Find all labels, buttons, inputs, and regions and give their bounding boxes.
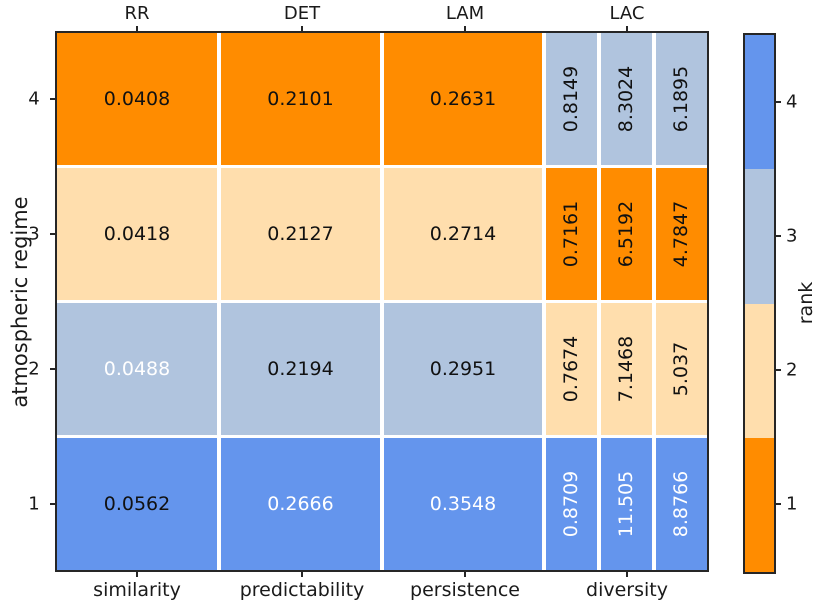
heatmap-cell-lac1-regime-4: 0.8149 — [546, 33, 597, 165]
heatmap-cell-lac2-regime-2: 7.1468 — [601, 303, 652, 435]
cell-value: 0.7674 — [560, 335, 583, 403]
cell-value: 0.0488 — [103, 358, 171, 380]
heatmap-cell-lam-regime-1: 0.3548 — [384, 438, 542, 570]
top-label-lac: LAC — [609, 3, 645, 24]
cell-value: 0.2631 — [429, 88, 497, 110]
heatmap-cell-rr-regime-2: 0.0488 — [57, 303, 217, 435]
colorbar-segment-rank-2 — [745, 303, 774, 438]
colorbar-tick — [776, 503, 781, 505]
heatmap-cell-det-regime-1: 0.2666 — [221, 438, 380, 570]
cell-value: 0.2101 — [267, 88, 334, 110]
y-tick-1: 1 — [28, 493, 40, 515]
heatmap-cell-lac2-regime-3: 6.5192 — [601, 168, 652, 300]
heatmap-axes: 0.0408 0.2101 0.2631 0.8149 8.3024 6.1895 0.04… — [55, 31, 709, 572]
left-tick — [50, 233, 55, 235]
heatmap-grid: 0.0408 0.2101 0.2631 0.8149 8.3024 6.1895 0.04… — [57, 33, 707, 570]
cell-value: 0.8709 — [560, 470, 583, 538]
cell-value: 8.8766 — [670, 470, 693, 538]
y-tick-3: 3 — [28, 223, 40, 245]
top-tick — [626, 26, 628, 31]
heatmap-cell-lac3-regime-2: 5.037 — [656, 303, 707, 435]
cell-value: 0.2194 — [267, 358, 334, 380]
cell-value: 4.7847 — [670, 200, 693, 268]
colorbar-segment-rank-1 — [745, 437, 774, 572]
y-tick-4: 4 — [28, 88, 40, 110]
cell-value: 8.3024 — [615, 65, 638, 133]
cell-value: 0.0562 — [103, 493, 171, 515]
cell-value: 6.1895 — [670, 65, 693, 133]
colorbar-segment-rank-3 — [745, 169, 774, 304]
heatmap-cell-det-regime-4: 0.2101 — [221, 33, 380, 165]
heatmap-cell-lam-regime-4: 0.2631 — [384, 33, 542, 165]
cell-value: 0.8149 — [560, 65, 583, 133]
top-label-lam: LAM — [445, 3, 485, 24]
top-label-det: DET — [283, 3, 321, 24]
heatmap-cell-lam-regime-2: 0.2951 — [384, 303, 542, 435]
heatmap-cell-det-regime-2: 0.2194 — [221, 303, 380, 435]
bottom-tick — [136, 572, 138, 577]
left-tick — [50, 368, 55, 370]
heatmap-cell-rr-regime-1: 0.0562 — [57, 438, 217, 570]
heatmap-cell-det-regime-3: 0.2127 — [221, 168, 380, 300]
heatmap-cell-lam-regime-3: 0.2714 — [384, 168, 542, 300]
colorbar-label: rank — [795, 281, 817, 325]
colorbar-tick — [776, 369, 781, 371]
bottom-label-persistence: persistence — [410, 579, 520, 601]
heatmap-cell-lac3-regime-3: 4.7847 — [656, 168, 707, 300]
colorbar-segment-rank-4 — [745, 35, 774, 170]
heatmap-cell-rr-regime-4: 0.0408 — [57, 33, 217, 165]
bottom-tick — [626, 572, 628, 577]
bottom-label-predictability: predictability — [239, 579, 365, 601]
top-tick — [301, 26, 303, 31]
cell-value: 7.1468 — [615, 335, 638, 403]
colorbar-tick-3: 3 — [786, 225, 798, 247]
heatmap-cell-lac1-regime-3: 0.7161 — [546, 168, 597, 300]
left-tick — [50, 98, 55, 100]
y-tick-2: 2 — [28, 358, 40, 380]
cell-value: 0.0418 — [103, 223, 171, 245]
y-axis-label: atmospheric regime — [8, 196, 32, 408]
left-tick — [50, 503, 55, 505]
colorbar — [743, 33, 776, 574]
cell-value: 11.505 — [615, 470, 638, 538]
top-label-rr: RR — [124, 3, 150, 24]
cell-value: 6.5192 — [615, 200, 638, 268]
top-tick — [136, 26, 138, 31]
cell-value: 0.7161 — [560, 200, 583, 268]
cell-value: 0.3548 — [429, 493, 497, 515]
cell-value: 0.2951 — [429, 358, 497, 380]
heatmap-cell-lac3-regime-1: 8.8766 — [656, 438, 707, 570]
colorbar-tick-1: 1 — [786, 493, 798, 515]
heatmap-cell-lac2-regime-4: 8.3024 — [601, 33, 652, 165]
heatmap-cell-lac2-regime-1: 11.505 — [601, 438, 652, 570]
colorbar-tick — [776, 101, 781, 103]
top-tick — [464, 26, 466, 31]
cell-value: 0.0408 — [103, 88, 171, 110]
bottom-label-diversity: diversity — [586, 579, 668, 601]
heatmap-cell-lac3-regime-4: 6.1895 — [656, 33, 707, 165]
colorbar-tick — [776, 235, 781, 237]
colorbar-tick-2: 2 — [786, 359, 798, 381]
cell-value: 5.037 — [670, 341, 693, 397]
cell-value: 0.2714 — [429, 223, 497, 245]
heatmap-cell-rr-regime-3: 0.0418 — [57, 168, 217, 300]
cell-value: 0.2127 — [267, 223, 334, 245]
bottom-tick — [464, 572, 466, 577]
bottom-label-similarity: similarity — [93, 579, 181, 601]
heatmap-cell-lac1-regime-1: 0.8709 — [546, 438, 597, 570]
heatmap-cell-lac1-regime-2: 0.7674 — [546, 303, 597, 435]
colorbar-tick-4: 4 — [786, 91, 798, 113]
cell-value: 0.2666 — [267, 493, 334, 515]
bottom-tick — [301, 572, 303, 577]
